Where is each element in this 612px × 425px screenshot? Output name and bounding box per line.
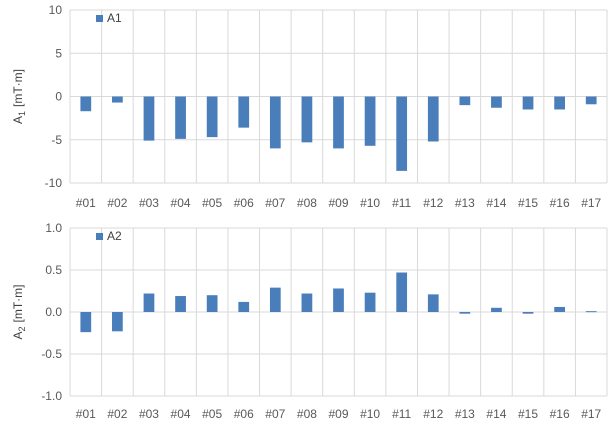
x-tick-label: #02	[107, 196, 127, 210]
y-tick-label: 0	[55, 90, 62, 104]
x-tick-label: #01	[76, 196, 96, 210]
bar	[522, 96, 534, 110]
bar	[491, 96, 502, 108]
x-tick-label: #06	[234, 196, 254, 210]
x-tick-label: #02	[107, 407, 127, 421]
x-tick-label: #17	[581, 407, 601, 421]
y-axis-label-main: A	[11, 116, 25, 124]
y-tick-label: -1.0	[41, 389, 62, 403]
bar	[459, 96, 471, 106]
x-tick-label: #14	[486, 407, 506, 421]
y-tick-label: -0.5	[41, 347, 62, 361]
bar	[112, 96, 123, 103]
bar	[364, 292, 376, 312]
legend-swatch	[96, 233, 103, 240]
x-tick-label: #04	[171, 407, 191, 421]
y-tick-label: -5	[51, 133, 62, 147]
bar	[206, 96, 218, 138]
y-axis-label: A2 [mT·m]	[11, 284, 27, 339]
bar	[427, 96, 439, 142]
y-tick-label: 1.0	[45, 221, 62, 235]
y-tick-label: 0.0	[45, 305, 62, 319]
y-axis-label-main: A	[11, 332, 25, 340]
bar	[238, 301, 250, 312]
legend-label: A2	[107, 229, 122, 243]
bar	[333, 96, 344, 149]
x-tick-label: #16	[550, 196, 570, 210]
x-tick-label: #07	[265, 407, 285, 421]
x-tick-label: #08	[297, 407, 317, 421]
bar	[206, 295, 218, 312]
x-tick-label: #12	[423, 407, 443, 421]
legend-label: A1	[107, 11, 122, 25]
bar	[269, 287, 281, 312]
x-tick-label: #03	[139, 196, 159, 210]
bar	[80, 96, 92, 112]
bar	[396, 272, 408, 312]
x-tick-label: #15	[518, 407, 538, 421]
bar	[585, 96, 597, 105]
x-tick-label: #11	[392, 407, 411, 421]
x-tick-label: #05	[202, 196, 222, 210]
x-tick-label: #04	[171, 196, 191, 210]
bar	[554, 96, 565, 110]
bar	[301, 293, 313, 312]
bar	[143, 293, 155, 312]
bar	[522, 312, 534, 314]
bar	[143, 96, 155, 141]
bar	[301, 96, 313, 143]
bar	[80, 312, 92, 333]
y-axis-label-subscript: 2	[17, 326, 27, 331]
x-tick-label: #09	[328, 407, 348, 421]
x-tick-label: #13	[455, 407, 475, 421]
y-axis-label-unit: [mT·m]	[11, 69, 25, 107]
bar	[333, 288, 344, 312]
x-tick-label: #08	[297, 196, 317, 210]
y-axis-label: A1 [mT·m]	[11, 69, 27, 124]
x-tick-label: #15	[518, 196, 538, 210]
y-tick-label: 5	[55, 46, 62, 60]
x-tick-label: #06	[234, 407, 254, 421]
x-tick-label: #09	[328, 196, 348, 210]
bar	[364, 96, 376, 146]
x-tick-label: #17	[581, 196, 601, 210]
legend-swatch	[96, 15, 103, 22]
x-tick-label: #07	[265, 196, 285, 210]
x-tick-label: #10	[360, 407, 380, 421]
bar	[175, 96, 186, 139]
bar	[396, 96, 408, 171]
x-tick-label: #14	[486, 196, 506, 210]
x-tick-label: #10	[360, 196, 380, 210]
x-tick-label: #13	[455, 196, 475, 210]
x-tick-label: #05	[202, 407, 222, 421]
x-tick-label: #03	[139, 407, 159, 421]
bar	[112, 312, 123, 332]
x-tick-label: #11	[392, 196, 411, 210]
bar	[427, 294, 439, 312]
x-tick-label: #16	[550, 407, 570, 421]
bar	[585, 311, 597, 313]
x-tick-label: #12	[423, 196, 443, 210]
bar	[554, 306, 565, 312]
chart-a2: 1.0 0.5 0.0 -0.5 -1.0 #01 #02 #03 #04 #05 #06 #07 #0…	[11, 221, 608, 421]
y-axis-label-unit: [mT·m]	[11, 284, 25, 322]
bar	[491, 307, 502, 312]
bar	[269, 96, 281, 149]
y-axis-label-subscript: 1	[17, 111, 27, 116]
y-tick-label: 10	[49, 3, 63, 17]
bar	[459, 312, 471, 314]
x-tick-label: #01	[76, 407, 96, 421]
bar	[238, 96, 250, 128]
y-tick-label: -10	[45, 176, 63, 190]
bar	[175, 296, 186, 312]
chart-a1: 10 5 0 -5 -10 #01 #02 #03 #04 #05 #06 #07 #08 #09 #10 #…	[11, 3, 608, 210]
y-tick-label: 0.5	[45, 263, 62, 277]
